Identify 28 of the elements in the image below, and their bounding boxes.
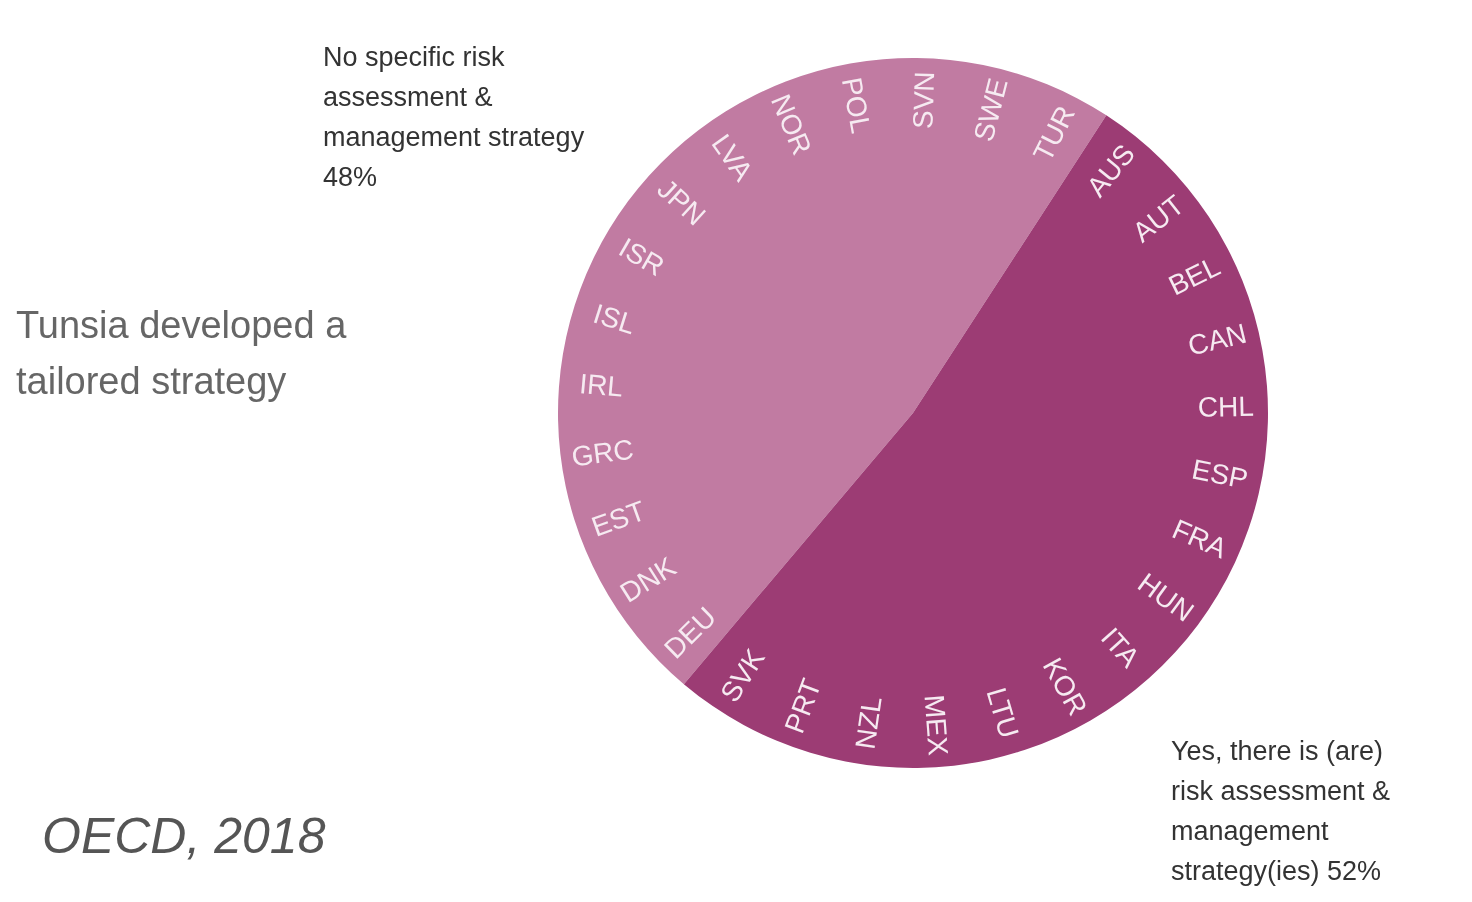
data-label: 48% — [323, 162, 378, 192]
text: TUR — [1027, 100, 1081, 167]
text: LTU — [980, 684, 1025, 742]
text: SWE — [967, 75, 1014, 145]
text: MEX — [918, 693, 954, 757]
text: BEL — [1163, 250, 1225, 302]
text: PRT — [778, 674, 828, 738]
text: ISR — [613, 231, 670, 283]
text: ISL — [589, 297, 640, 341]
slice-label: No specific risk assessment & management strategy — [323, 42, 585, 152]
text: KOR — [1036, 652, 1094, 721]
text: CAN — [1184, 317, 1250, 362]
text: ESP — [1189, 453, 1251, 495]
text: FRA — [1167, 513, 1232, 565]
text: GRC — [569, 433, 636, 473]
text: NZL — [849, 694, 888, 752]
text: EST — [587, 495, 650, 543]
text: SVN — [907, 70, 941, 130]
text: NOR — [765, 89, 818, 160]
text: JPN — [651, 173, 712, 232]
text: IRL — [578, 367, 625, 403]
text: Tunsia developed a tailored strategy — [16, 304, 348, 402]
text: POL — [835, 74, 877, 136]
text: OECD, 2018 — [42, 808, 326, 864]
slice-label: Yes, there is (are) risk assessment & management strategy(ies) 52% — [1171, 736, 1391, 886]
text: CHL — [1197, 390, 1255, 423]
text: ITA — [1094, 621, 1146, 674]
text: DNK — [614, 550, 682, 609]
